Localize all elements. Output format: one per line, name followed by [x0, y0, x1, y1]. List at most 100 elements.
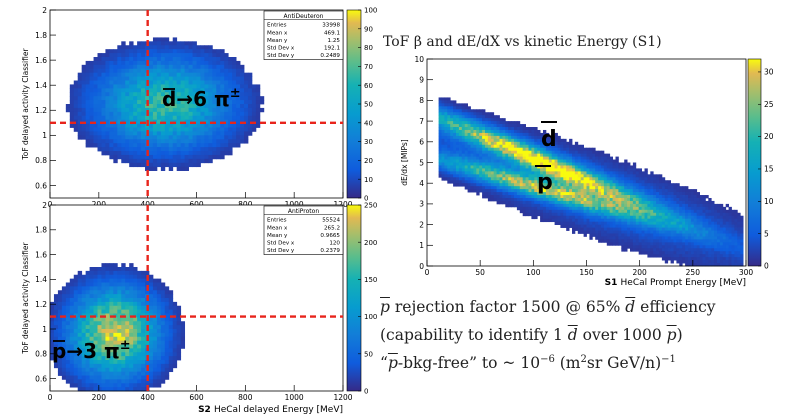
stats-value: 55524: [322, 218, 340, 224]
y-tick-label: 1: [42, 325, 47, 334]
stats-value: 0.2379: [320, 248, 340, 254]
color-scale-tick: 0: [364, 195, 368, 203]
color-scale: 0 10 20 30 40 50 60 70 80 90 100: [346, 7, 377, 203]
stats-label: Mean y: [267, 38, 288, 44]
color-scale-tick: 100: [364, 7, 377, 15]
color-scale-tick: 10: [764, 197, 774, 206]
band-label-p: p: [537, 170, 553, 195]
x-tick-label: 200: [92, 200, 107, 209]
stats-value: 0.2489: [320, 53, 340, 59]
stats-value: 265.2: [324, 225, 340, 231]
y-tick-label: 1.4: [35, 81, 47, 90]
x-tick-label: 1000: [285, 200, 304, 209]
y-tick-label: 7: [419, 117, 424, 126]
heatmap-1: 0 200 400 600 800 1000 12000.60.811.21.41.61.8…: [21, 6, 377, 209]
stats-label: Mean x: [267, 225, 288, 231]
x-tick-label: 200: [92, 393, 107, 402]
y-tick-label: 0.8: [35, 156, 47, 165]
stats-label: Std Dev y: [267, 248, 295, 254]
x-axis-label: S2 HeCal delayed Energy [MeV]: [198, 405, 343, 415]
color-scale-tick: 200: [364, 239, 377, 247]
color-scale-tick: 50: [364, 101, 373, 109]
y-tick-label: 3: [419, 200, 424, 209]
color-scale: 0 50 100 150 200 250: [346, 202, 377, 396]
color-scale-tick: 50: [364, 350, 373, 358]
color-scale-tick: 80: [364, 44, 373, 52]
y-tick-label: 4: [419, 179, 424, 188]
annotation-antiproton: p→3 π±: [52, 338, 131, 363]
x-tick-label: 800: [238, 200, 253, 209]
color-scale-tick: 40: [364, 119, 373, 127]
y-axis-label: ToF delayed activity Classifier: [21, 242, 30, 355]
stats-title: AntiProton: [288, 208, 319, 215]
stats-box: AntiDeuteron Entries 33998 Mean x 469.1 Mean …: [263, 10, 344, 60]
capability-text-b: over 1000: [582, 326, 662, 344]
x-tick-label: 400: [141, 393, 156, 402]
stats-label: Entries: [267, 23, 287, 29]
y-tick-label: 0.8: [35, 350, 47, 359]
band-label-d: d: [541, 127, 557, 152]
color-scale-tick: 10: [364, 176, 373, 184]
color-scale-tick: 60: [364, 82, 373, 90]
x-tick-label: 200: [633, 268, 648, 277]
heatmap-2: 0 200 400 600 800 1000 12000.60.811.21.41.61.8…: [21, 201, 377, 415]
y-tick-label: 1.4: [35, 275, 47, 284]
y-axis: 0.6 0.8 1 1.2 1.4 1.6 1.8 2: [35, 201, 56, 383]
color-scale-tick: 20: [364, 157, 373, 165]
y-tick-label: 1.2: [35, 300, 47, 309]
rejection-text: rejection factor 1500 @ 65%: [394, 298, 621, 316]
x-tick-label: 300: [739, 268, 754, 277]
x-tick-label: 1000: [285, 393, 304, 402]
x-tick-label: 600: [189, 200, 204, 209]
y-tick-label: 2: [42, 201, 47, 210]
annotation-text: d→6 π±: [162, 86, 241, 111]
y-tick-label: 1.8: [35, 226, 47, 235]
stats-value: 1.25: [328, 38, 341, 44]
y-tick-label: 1: [42, 131, 47, 140]
stats-value: 469.1: [324, 30, 340, 36]
color-scale-tick: 0: [364, 388, 368, 396]
x-tick-label: 250: [686, 268, 701, 277]
capability-note: (capability to identify 1 d over 1000 p): [380, 326, 683, 344]
y-tick-label: 8: [419, 96, 424, 105]
x-tick-label: 50: [475, 268, 485, 277]
x-tick-label: 100: [526, 268, 541, 277]
color-scale-tick: 15: [764, 165, 774, 174]
y-tick-label: 0.6: [35, 374, 47, 383]
color-scale-tick: 0: [764, 262, 769, 271]
stats-label: Std Dev x: [267, 46, 295, 52]
y-axis-label: dE/dx [MIPs]: [400, 139, 409, 186]
stats-title: AntiDeuteron: [284, 13, 324, 20]
stats-label: Entries: [267, 218, 287, 224]
color-scale-tick: 250: [364, 202, 377, 210]
color-scale-tick: 5: [764, 229, 769, 238]
y-axis-label: ToF delayed activity Classifier: [21, 48, 30, 161]
cut-lines: [50, 205, 343, 391]
band-labels: dp: [535, 121, 557, 195]
color-scale-tick: 30: [364, 138, 373, 146]
color-scale-tick: 70: [364, 63, 373, 71]
x-tick-label: 1200: [333, 200, 352, 209]
y-tick-label: 0.6: [35, 181, 47, 190]
heatmap-cells: [65, 37, 265, 171]
y-tick-label: 1.2: [35, 106, 47, 115]
color-scale-tick: 25: [764, 100, 774, 109]
x-tick-label: 1200: [333, 393, 352, 402]
annotation-antideuteron: d→6 π±: [162, 86, 241, 111]
efficiency-text: efficiency: [640, 298, 716, 316]
color-scale-tick: 20: [764, 132, 774, 141]
cut-lines: [50, 10, 343, 198]
x-tick-label: 400: [141, 200, 156, 209]
heatmap-cells: [438, 97, 744, 267]
y-tick-label: 1: [419, 241, 424, 250]
y-tick-label: 5: [419, 158, 424, 167]
bkg-free-text: -bkg-free” to ~ 10−6 (m2sr GeV/n)−1: [397, 354, 676, 373]
x-tick-label: 150: [579, 268, 594, 277]
y-tick-label: 9: [419, 76, 424, 85]
x-tick-label: 600: [189, 393, 204, 402]
x-tick-label: 800: [238, 393, 253, 402]
y-tick-label: 1.8: [35, 31, 47, 40]
stats-value: 120: [329, 241, 340, 247]
